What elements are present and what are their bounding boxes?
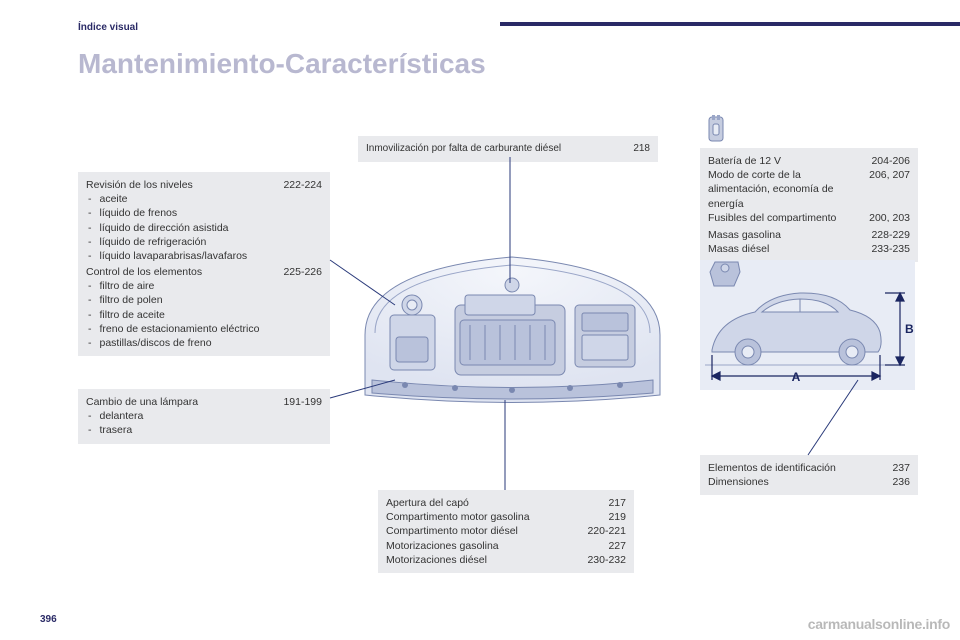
ident-label: Elementos de identificación xyxy=(708,461,836,475)
battery-pages: 204-206 xyxy=(871,154,910,168)
ident-label: Dimensiones xyxy=(708,475,769,489)
hood-label: Motorizaciones gasolina xyxy=(386,539,499,553)
page-number: 396 xyxy=(40,614,57,625)
control-list: filtro de aire filtro de polen filtro de… xyxy=(88,279,322,350)
hood-label: Motorizaciones diésel xyxy=(386,553,487,567)
box-immobilization: Inmovilización por falta de carburante d… xyxy=(358,136,658,162)
immobilization-pages: 218 xyxy=(633,142,650,156)
hood-label: Apertura del capó xyxy=(386,496,469,510)
list-item: freno de estacionamiento eléctrico xyxy=(88,322,322,336)
lamps-pages: 191-199 xyxy=(283,395,322,409)
box-hood: Apertura del capó 217 Compartimento motor… xyxy=(378,490,634,573)
engine-illustration xyxy=(360,245,665,405)
lamps-list: delantera trasera xyxy=(88,409,322,437)
dimension-b-label: B xyxy=(905,322,914,336)
section-label: Índice visual xyxy=(78,22,138,33)
list-item: líquido lavaparabrisas/lavafaros xyxy=(88,249,322,263)
immobilization-label: Inmovilización por falta de carburante d… xyxy=(366,142,561,156)
levels-pages: 222-224 xyxy=(283,178,322,192)
side-profile-illustration: A B xyxy=(700,260,915,390)
ident-pages: 237 xyxy=(892,461,910,475)
dimension-a-label: A xyxy=(792,370,801,384)
battery-label: Batería de 12 V xyxy=(708,154,781,168)
masses-label: Masas diésel xyxy=(708,242,769,256)
hood-pages: 219 xyxy=(608,510,626,524)
battery-label: Modo de corte de la alimentación, econom… xyxy=(708,168,858,211)
box-levels: Revisión de los niveles 222-224 aceite l… xyxy=(78,172,330,356)
list-item: líquido de refrigeración xyxy=(88,235,322,249)
levels-list: aceite líquido de frenos líquido de dire… xyxy=(88,192,322,263)
battery-pages: 206, 207 xyxy=(869,168,910,211)
lamps-label: Cambio de una lámpara xyxy=(86,395,198,409)
list-item: trasera xyxy=(88,423,322,437)
list-item: líquido de dirección asistida xyxy=(88,221,322,235)
box-masses: Masas gasolina 228-229 Masas diésel 233-23… xyxy=(700,222,918,262)
control-heading: Control de los elementos xyxy=(86,265,202,279)
masses-label: Masas gasolina xyxy=(708,228,781,242)
list-item: pastillas/discos de freno xyxy=(88,336,322,350)
hood-label: Compartimento motor diésel xyxy=(386,524,518,538)
ident-pages: 236 xyxy=(892,475,910,489)
hood-pages: 217 xyxy=(608,496,626,510)
masses-pages: 228-229 xyxy=(871,228,910,242)
masses-pages: 233-235 xyxy=(871,242,910,256)
header-rule xyxy=(500,22,960,26)
list-item: delantera xyxy=(88,409,322,423)
list-item: filtro de polen xyxy=(88,293,322,307)
hood-pages: 227 xyxy=(608,539,626,553)
list-item: líquido de frenos xyxy=(88,206,322,220)
hood-pages: 220-221 xyxy=(587,524,626,538)
list-item: filtro de aceite xyxy=(88,308,322,322)
box-lamps: Cambio de una lámpara 191-199 delantera … xyxy=(78,389,330,444)
page-title: Mantenimiento-Características xyxy=(78,48,486,80)
control-pages: 225-226 xyxy=(283,265,322,279)
levels-heading: Revisión de los niveles xyxy=(86,178,193,192)
hood-pages: 230-232 xyxy=(587,553,626,567)
watermark: carmanualsonline.info xyxy=(808,616,950,632)
hood-label: Compartimento motor gasolina xyxy=(386,510,530,524)
list-item: filtro de aire xyxy=(88,279,322,293)
list-item: aceite xyxy=(88,192,322,206)
box-identification: Elementos de identificación 237 Dimension… xyxy=(700,455,918,495)
fuse-icon xyxy=(706,115,726,143)
